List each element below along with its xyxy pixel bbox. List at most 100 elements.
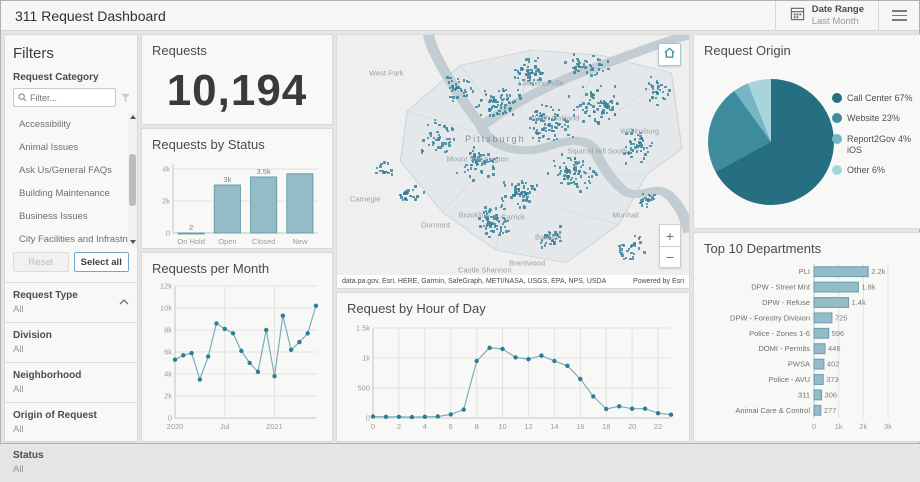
svg-text:4k: 4k bbox=[162, 165, 170, 174]
map-request-point bbox=[603, 103, 606, 106]
map-request-point bbox=[495, 224, 498, 228]
select-all-button[interactable]: Select all bbox=[73, 252, 129, 272]
map-request-point bbox=[514, 189, 517, 192]
map-request-point bbox=[589, 68, 593, 72]
map-request-point bbox=[488, 221, 491, 224]
map-request-point bbox=[469, 167, 473, 170]
map-request-point bbox=[602, 111, 605, 114]
map-request-point bbox=[488, 207, 491, 211]
map-request-point bbox=[433, 136, 436, 139]
category-option[interactable]: Ask Us/General FAQs bbox=[19, 165, 112, 176]
map-request-point bbox=[558, 236, 561, 239]
filter-section-division[interactable]: Division All bbox=[5, 322, 137, 362]
scroll-up-icon[interactable] bbox=[129, 115, 136, 119]
map-request-point bbox=[501, 112, 505, 116]
map-request-point bbox=[484, 209, 487, 213]
map-request-point bbox=[502, 216, 505, 220]
map-request-point bbox=[610, 106, 614, 110]
filter-section-status[interactable]: Status All bbox=[5, 442, 137, 482]
map-request-point bbox=[383, 171, 386, 174]
map-request-point bbox=[598, 104, 601, 108]
map-request-point bbox=[624, 256, 628, 260]
map-request-point bbox=[535, 128, 538, 132]
map-home-button[interactable] bbox=[658, 43, 681, 66]
map-request-point bbox=[551, 108, 555, 112]
category-option[interactable]: Animal Issues bbox=[19, 142, 79, 153]
map-request-point bbox=[656, 103, 659, 106]
map-request-point bbox=[552, 130, 555, 133]
map-request-point bbox=[492, 173, 495, 176]
map-zoom-out-button[interactable]: − bbox=[659, 246, 681, 268]
map-request-point bbox=[532, 83, 535, 86]
svg-text:DPW - Refuse: DPW - Refuse bbox=[762, 298, 810, 307]
category-list-scrollbar[interactable] bbox=[128, 113, 137, 246]
svg-text:DPW - Street Mnt: DPW - Street Mnt bbox=[751, 283, 811, 292]
map-request-point bbox=[589, 99, 592, 102]
scroll-down-icon[interactable] bbox=[129, 240, 136, 244]
map-request-point bbox=[479, 158, 482, 161]
map-request-point bbox=[483, 224, 486, 228]
map-request-point bbox=[573, 71, 576, 74]
map-request-point bbox=[519, 193, 522, 196]
map-request-point bbox=[438, 123, 441, 127]
map-request-point bbox=[522, 199, 525, 202]
requests-per-month-panel: Requests per Month 0 2k 4k 6k 8k 10k 12k 2020 Ju… bbox=[141, 252, 333, 442]
map-request-point bbox=[572, 109, 576, 112]
filter-section-origin-of-request[interactable]: Origin of Request All bbox=[5, 402, 137, 442]
category-option[interactable]: Accessibility bbox=[19, 119, 71, 130]
map-request-point bbox=[486, 217, 489, 221]
category-option[interactable]: City Facilities and Infrastructure bbox=[19, 234, 128, 245]
scrollbar-thumb[interactable] bbox=[129, 153, 136, 206]
filter-section-request-type[interactable]: Request Type All bbox=[5, 282, 137, 322]
map-request-point bbox=[664, 85, 667, 89]
category-filter-input[interactable] bbox=[30, 92, 111, 103]
map-request-point bbox=[558, 172, 562, 175]
map-request-point bbox=[508, 229, 511, 233]
map-request-point bbox=[577, 59, 580, 63]
hamburger-menu-icon[interactable] bbox=[879, 1, 919, 30]
map-request-point bbox=[448, 144, 451, 147]
map-request-point bbox=[625, 132, 628, 135]
map-request-point bbox=[475, 105, 478, 109]
map-request-point bbox=[545, 126, 548, 130]
map-request-point bbox=[578, 65, 581, 68]
map-request-point bbox=[495, 227, 499, 231]
date-range-value: Last Month bbox=[811, 15, 859, 27]
map-request-point bbox=[572, 53, 575, 56]
map-request-point bbox=[474, 158, 478, 161]
map-request-point bbox=[589, 103, 593, 106]
category-option[interactable]: Business Issues bbox=[19, 211, 88, 222]
map-request-point bbox=[598, 63, 601, 66]
map-request-point bbox=[657, 85, 660, 88]
map-request-point bbox=[563, 177, 566, 181]
svg-text:3k: 3k bbox=[884, 422, 892, 431]
map-request-point bbox=[598, 101, 602, 105]
map-request-point bbox=[495, 218, 499, 221]
map-request-point bbox=[636, 145, 639, 149]
map-request-point bbox=[505, 94, 509, 97]
map-request-point bbox=[463, 89, 467, 92]
map-request-point bbox=[390, 169, 393, 172]
date-range-selector[interactable]: Date Range Last Month bbox=[774, 1, 879, 30]
filter-section-value: All bbox=[13, 424, 24, 435]
map-request-point bbox=[542, 119, 545, 123]
map-request-point bbox=[558, 231, 561, 234]
filter-section-neighborhood[interactable]: Neighborhood All bbox=[5, 362, 137, 402]
map-request-point bbox=[451, 99, 455, 103]
map-request-point bbox=[592, 54, 596, 58]
reset-button[interactable]: Reset bbox=[13, 252, 69, 272]
map-request-point bbox=[473, 153, 476, 156]
category-option[interactable]: Building Maintenance bbox=[19, 188, 110, 199]
clear-filter-icon[interactable] bbox=[120, 93, 131, 103]
map-zoom-in-button[interactable]: + bbox=[659, 224, 681, 246]
map-request-point bbox=[661, 90, 665, 94]
map-request-point bbox=[620, 252, 623, 255]
map-canvas[interactable]: West Park Lawrenceville North Oakland Wilki… bbox=[337, 35, 689, 288]
svg-text:DOMI - Permits: DOMI - Permits bbox=[758, 344, 810, 353]
svg-text:Police - Zones 1-6: Police - Zones 1-6 bbox=[749, 329, 810, 338]
map-request-point bbox=[519, 97, 522, 100]
map-request-point bbox=[591, 68, 594, 72]
map-request-point bbox=[495, 112, 498, 115]
map-request-point bbox=[594, 120, 597, 123]
map-request-point bbox=[506, 97, 510, 100]
